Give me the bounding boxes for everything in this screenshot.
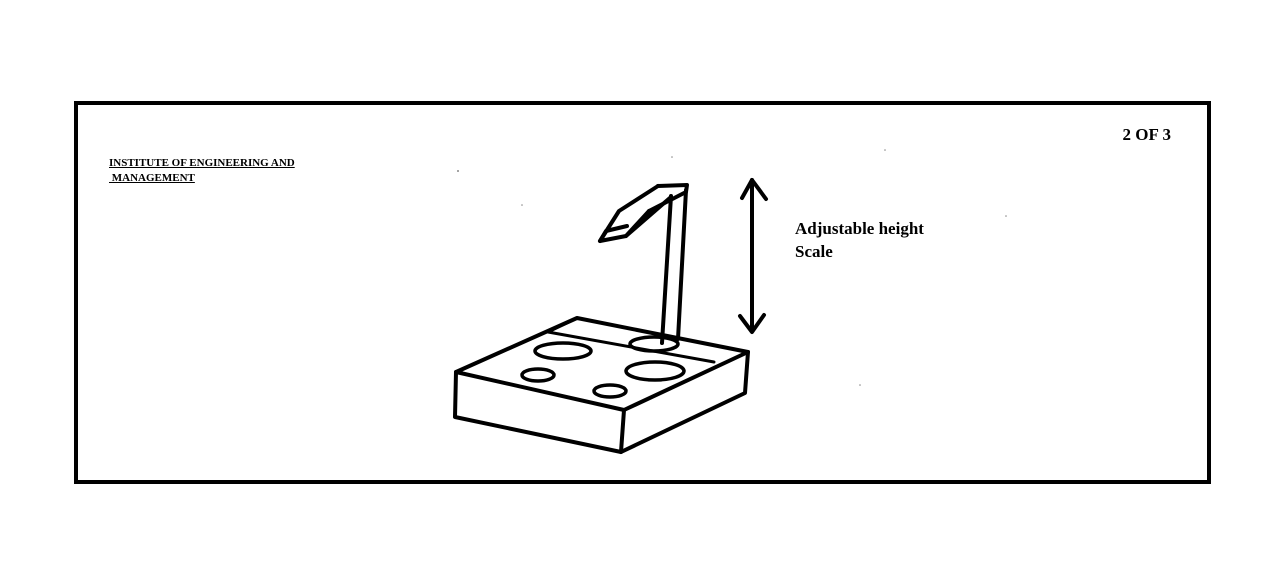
pillar xyxy=(660,188,688,345)
hole-small-left xyxy=(520,367,556,383)
arrow-head-top xyxy=(740,178,768,201)
arm-lower xyxy=(624,195,673,238)
holes xyxy=(520,335,686,399)
sheet-number: 2 OF 3 xyxy=(1122,125,1171,144)
institute-title: INSTITUTE OF ENGINEERING AND MANAGEMENT xyxy=(109,157,295,184)
drawing-frame: INSTITUTE OF ENGINEERING AND MANAGEMENT … xyxy=(74,101,1211,484)
hole-large-left xyxy=(533,341,593,361)
arm-tip xyxy=(598,224,629,243)
base-side-face xyxy=(619,350,750,454)
arrow-head-bottom xyxy=(738,313,766,334)
hole-large-right xyxy=(624,360,686,382)
pillar-right-edge xyxy=(676,188,688,341)
height-arrow xyxy=(738,178,768,334)
arm xyxy=(598,183,689,243)
pillar-socket xyxy=(628,335,680,353)
annotation-line-2: Scale xyxy=(795,242,833,261)
hole-small-right xyxy=(592,383,628,399)
annotation-line-1: Adjustable height xyxy=(795,219,924,238)
pillar-left-edge xyxy=(660,194,673,345)
base-front-face xyxy=(453,370,626,454)
specks xyxy=(457,149,1007,386)
